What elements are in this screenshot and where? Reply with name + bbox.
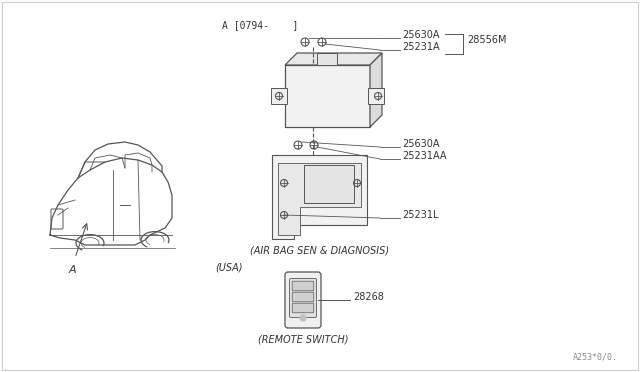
FancyBboxPatch shape (304, 165, 354, 203)
FancyBboxPatch shape (285, 65, 370, 127)
Text: 25630A: 25630A (402, 139, 440, 149)
Text: 25231AA: 25231AA (402, 151, 447, 161)
Polygon shape (272, 155, 367, 239)
Polygon shape (278, 163, 361, 235)
FancyBboxPatch shape (271, 88, 287, 104)
Text: (AIR BAG SEN & DIAGNOSIS): (AIR BAG SEN & DIAGNOSIS) (250, 245, 390, 255)
FancyBboxPatch shape (285, 272, 321, 328)
FancyBboxPatch shape (292, 303, 314, 313)
Text: 28268: 28268 (353, 292, 384, 302)
Text: (USA): (USA) (215, 262, 243, 272)
Text: A [0794-    ]: A [0794- ] (222, 20, 298, 30)
FancyBboxPatch shape (289, 279, 317, 317)
Text: 25231A: 25231A (402, 42, 440, 52)
FancyBboxPatch shape (368, 88, 384, 104)
FancyBboxPatch shape (317, 53, 337, 65)
FancyBboxPatch shape (292, 281, 314, 291)
Circle shape (300, 315, 306, 321)
Text: 25630A: 25630A (402, 30, 440, 40)
Polygon shape (370, 53, 382, 127)
Text: 25231L: 25231L (402, 210, 438, 220)
Text: A253*0/0.: A253*0/0. (573, 353, 618, 362)
Text: (REMOTE SWITCH): (REMOTE SWITCH) (258, 334, 348, 344)
Polygon shape (285, 53, 382, 65)
Text: 28556M: 28556M (467, 35, 506, 45)
FancyBboxPatch shape (292, 292, 314, 302)
Text: A: A (68, 265, 76, 275)
